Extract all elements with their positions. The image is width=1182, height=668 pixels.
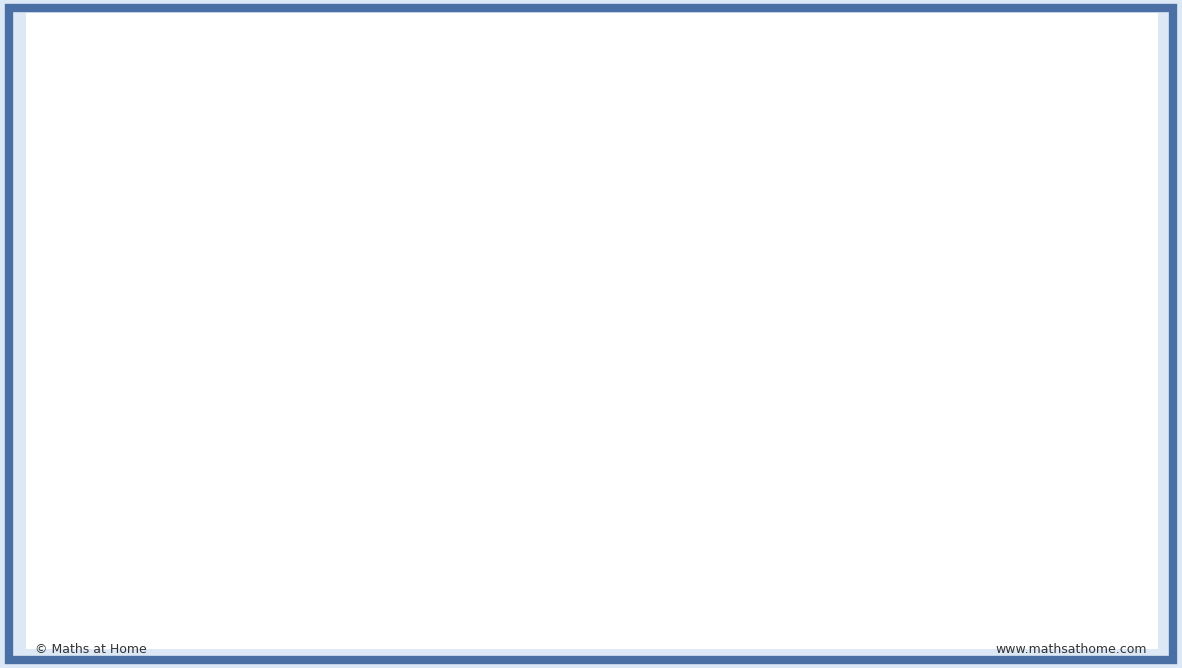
Bar: [317, 435, 417, 521]
Bar: [877, 521, 979, 615]
Circle shape: [35, 40, 130, 140]
Text: © Maths at Home: © Maths at Home: [35, 643, 148, 656]
Text: Original function: Original function: [746, 56, 1009, 84]
Text: Derivative function: Derivative function: [176, 408, 478, 436]
Text: MATHS: MATHS: [66, 79, 99, 88]
Text: Derivative function: Derivative function: [727, 408, 1028, 436]
Text: www.mathsathome.com: www.mathsathome.com: [995, 643, 1147, 656]
Bar: [195, 521, 317, 615]
Bar: [756, 435, 877, 521]
Text: Original function: Original function: [195, 56, 459, 84]
Text: at home: at home: [70, 94, 96, 99]
